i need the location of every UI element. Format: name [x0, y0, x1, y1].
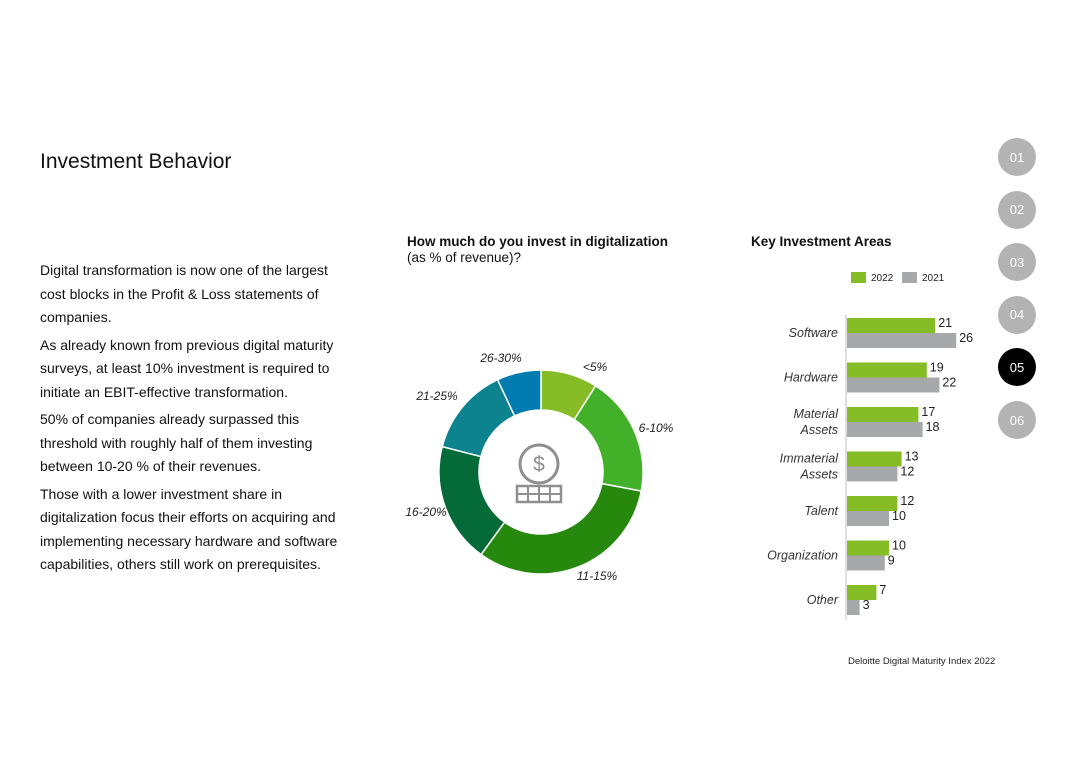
category-label: Talent — [804, 504, 838, 518]
bar — [847, 585, 877, 600]
legend-label: 2022 — [871, 273, 894, 284]
bar-chart-title: Key Investment Areas — [751, 234, 1001, 250]
nav-button-04[interactable]: 04 — [998, 295, 1036, 334]
nav-button-03[interactable]: 03 — [998, 243, 1036, 282]
bar — [847, 407, 919, 422]
bar-value-label: 7 — [879, 583, 886, 597]
donut-chart-title-text: How much do you invest in digitalization — [407, 234, 669, 249]
nav-button-01[interactable]: 01 — [998, 138, 1036, 176]
nav-button-05[interactable]: 05 — [998, 348, 1036, 387]
bar-value-label: 10 — [892, 509, 906, 523]
body-text: Digital transformation is now one of the… — [40, 259, 345, 581]
bar — [847, 600, 860, 615]
donut-chart-title: How much do you invest in digitalization… — [407, 234, 707, 266]
bar-value-label: 13 — [905, 450, 919, 464]
donut-chart: <5% 6-10% 11-15% 16-20% 21-25% 26-30% $ — [405, 351, 674, 583]
bar-value-label: 26 — [959, 331, 973, 345]
bar — [847, 466, 898, 482]
bar-value-label: 22 — [942, 376, 956, 390]
bar — [847, 362, 927, 378]
category-label: Other — [807, 593, 839, 607]
legend-swatch — [851, 272, 866, 283]
nav-button-06[interactable]: 06 — [998, 401, 1036, 439]
paragraph: Those with a lower investment share in d… — [40, 485, 338, 573]
category-label: Material Assets — [794, 407, 840, 437]
donut-slice-label: 21-25% — [415, 389, 458, 403]
donut-slice-label: 16-20% — [405, 505, 447, 519]
bar — [847, 318, 936, 333]
bar — [847, 555, 885, 571]
bar — [847, 451, 902, 467]
bar — [847, 422, 923, 437]
bar — [847, 496, 898, 511]
source-note: Deloitte Digital Maturity Index 2022 — [848, 656, 996, 667]
donut-slice-label: 6-10% — [639, 421, 674, 435]
legend-label: 2021 — [922, 273, 945, 284]
nav-button-02[interactable]: 02 — [998, 190, 1036, 229]
bar — [847, 333, 957, 348]
category-label: Hardware — [784, 371, 838, 385]
bar-chart-title-text: Key Investment Areas — [751, 234, 892, 249]
donut-slice — [496, 369, 542, 417]
bar-value-label: 18 — [926, 420, 940, 434]
bar — [847, 540, 889, 556]
bar-value-label: 9 — [888, 554, 895, 568]
paragraph: As already known from previous digital m… — [40, 336, 334, 400]
bar-value-label: 21 — [938, 316, 952, 330]
bar — [847, 377, 940, 393]
bar-value-label: 10 — [892, 539, 906, 553]
donut-slice-label: <5% — [583, 360, 608, 374]
paragraph: 50% of companies already surpassed this … — [40, 411, 313, 474]
donut-slice-label: 11-15% — [577, 569, 618, 583]
bar-value-label: 12 — [900, 494, 914, 508]
category-label: Organization — [767, 549, 838, 563]
svg-text:$: $ — [533, 453, 545, 476]
paragraph: Digital transformation is now one of the… — [40, 262, 328, 325]
bar-value-label: 12 — [900, 465, 914, 479]
page-title: Investment Behavior — [40, 150, 232, 173]
legend-swatch — [902, 272, 917, 283]
dollar-coins-icon: $ — [483, 414, 599, 530]
category-label: Immaterial Assets — [780, 452, 840, 482]
category-label: Software — [789, 326, 838, 340]
bar-value-label: 3 — [863, 598, 870, 612]
bar-value-label: 17 — [921, 405, 935, 419]
donut-chart-subtitle: (as % of revenue)? — [407, 250, 522, 265]
bar-value-label: 19 — [930, 361, 944, 375]
bar — [847, 511, 889, 526]
donut-slice — [479, 482, 643, 575]
donut-slice-label: 26-30% — [479, 351, 522, 365]
